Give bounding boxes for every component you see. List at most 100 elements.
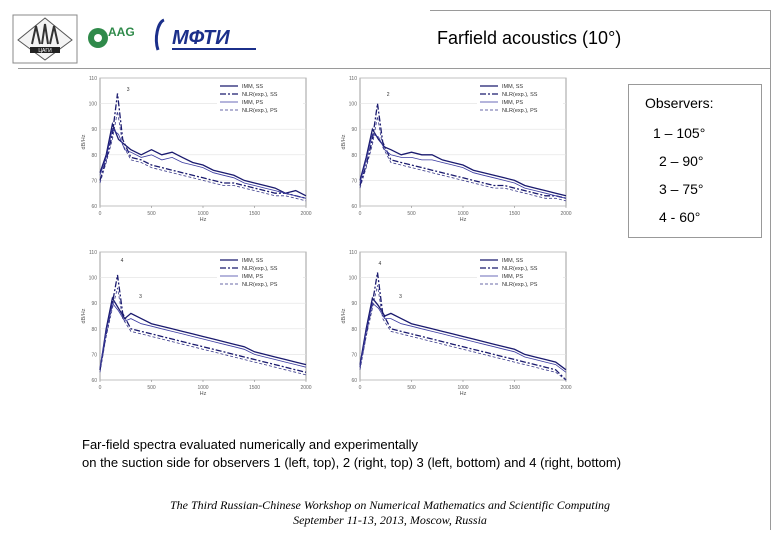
peak-annotation: 3 — [127, 87, 130, 93]
page-title: Farfield acoustics (10°) — [437, 28, 622, 48]
observer-item: 3 – 75° — [659, 181, 704, 197]
y-tick-label: 90 — [351, 301, 357, 307]
legend-entry: IMM, PS — [242, 274, 263, 280]
x-axis-label: Hz — [460, 391, 467, 397]
footer-line-1: The Third Russian-Chinese Workshop on Nu… — [169, 498, 611, 512]
tsagi-logo-text: ЦАГИ — [38, 48, 52, 54]
observers-header: Observers: — [645, 95, 714, 111]
y-tick-label: 110 — [349, 76, 357, 82]
mfti-logo: МФТИ — [150, 16, 262, 60]
y-axis-label: dB/Hz — [81, 308, 87, 323]
frame-right-line — [770, 10, 771, 530]
x-tick-label: 500 — [407, 385, 416, 391]
legend-entry: NLR(exp.), PS — [502, 282, 538, 288]
legend-entry: IMM, SS — [502, 84, 523, 90]
y-tick-label: 70 — [351, 352, 357, 358]
x-tick-label: 0 — [99, 211, 102, 217]
chart-observer-1: 60 70 80 90 100 110 0 500 1000 1500 2000 Hz dB/Hz 3 IM… — [81, 76, 312, 223]
chart-observer-4: 60 70 80 90 100 110 0 500 1000 1500 2000 Hz dB/Hz 4 3 I… — [341, 250, 572, 397]
peak-annotation: 3 — [399, 294, 402, 300]
y-axis-label: dB/Hz — [341, 134, 347, 149]
mfti-logo-text: МФТИ — [172, 27, 230, 49]
observer-item: 4 - 60° — [659, 209, 701, 225]
frame-top-line — [430, 10, 770, 11]
y-tick-label: 110 — [349, 250, 357, 256]
legend-entry: IMM, SS — [242, 84, 263, 90]
peak-annotation: 4 — [379, 261, 382, 267]
peak-annotation: 2 — [387, 92, 390, 98]
y-tick-label: 100 — [89, 276, 98, 282]
x-tick-label: 2000 — [300, 385, 311, 391]
series-line — [359, 285, 567, 381]
legend-entry: IMM, PS — [502, 274, 523, 280]
y-tick-label: 60 — [351, 204, 357, 210]
x-tick-label: 0 — [359, 211, 362, 217]
y-tick-label: 70 — [91, 352, 97, 358]
legend-entry: NLR(exp.), PS — [242, 108, 278, 114]
y-tick-label: 70 — [91, 178, 97, 184]
chart-observer-2: 60 70 80 90 100 110 0 500 1000 1500 2000 Hz dB/Hz 2 IM… — [341, 76, 572, 223]
y-tick-label: 60 — [91, 204, 97, 210]
series-line — [99, 111, 307, 202]
peak-annotation: 3 — [139, 294, 142, 300]
x-tick-label: 0 — [359, 385, 362, 391]
aag-logo: AAG — [86, 18, 136, 58]
legend-entry: NLR(exp.), PS — [502, 108, 538, 114]
header-divider — [18, 68, 770, 69]
legend-entry: IMM, PS — [242, 100, 263, 106]
aag-logo-text: AAG — [108, 25, 135, 39]
x-tick-label: 1500 — [509, 385, 520, 391]
observer-item: 1 – 105° — [653, 125, 706, 141]
x-tick-label: 2000 — [300, 211, 311, 217]
y-tick-label: 100 — [89, 102, 98, 108]
series-line — [99, 274, 307, 373]
legend-entry: NLR(exp.), SS — [502, 266, 538, 272]
y-tick-label: 90 — [91, 301, 97, 307]
observer-item: 2 – 90° — [659, 153, 704, 169]
y-tick-label: 100 — [349, 276, 358, 282]
footer-line-2: September 11-13, 2013, Moscow, Russia — [293, 513, 487, 527]
y-tick-label: 80 — [351, 327, 357, 333]
x-tick-label: 1000 — [457, 211, 468, 217]
x-tick-label: 1500 — [249, 385, 260, 391]
legend-entry: IMM, PS — [502, 100, 523, 106]
figure-caption: Far-field spectra evaluated numerically … — [82, 436, 621, 472]
x-tick-label: 500 — [147, 385, 156, 391]
y-tick-label: 60 — [351, 378, 357, 384]
series-line — [359, 116, 567, 202]
series-line — [359, 302, 567, 373]
x-tick-label: 2000 — [560, 385, 571, 391]
series-line — [359, 133, 567, 199]
legend-entry: IMM, SS — [502, 258, 523, 264]
observers-panel: Observers: 1 – 105° 2 – 90° 3 – 75° 4 - … — [628, 84, 762, 238]
y-tick-label: 80 — [351, 153, 357, 159]
series-line — [359, 272, 567, 381]
y-tick-label: 110 — [89, 76, 97, 82]
y-axis-label: dB/Hz — [81, 134, 87, 149]
series-line — [99, 296, 307, 370]
y-tick-label: 60 — [91, 378, 97, 384]
series-line — [99, 287, 307, 376]
x-tick-label: 1500 — [509, 211, 520, 217]
series-line — [99, 93, 307, 199]
x-tick-label: 0 — [99, 385, 102, 391]
x-tick-label: 1000 — [457, 385, 468, 391]
legend-entry: IMM, SS — [242, 258, 263, 264]
y-axis-label: dB/Hz — [341, 308, 347, 323]
x-tick-label: 500 — [147, 211, 156, 217]
y-tick-label: 90 — [91, 127, 97, 133]
caption-line-1: Far-field spectra evaluated numerically … — [82, 437, 418, 452]
y-tick-label: 90 — [351, 127, 357, 133]
legend-entry: NLR(exp.), SS — [242, 266, 278, 272]
x-tick-label: 1500 — [249, 211, 260, 217]
y-tick-label: 70 — [351, 178, 357, 184]
legend-entry: NLR(exp.), SS — [242, 92, 278, 98]
y-tick-label: 110 — [89, 250, 97, 256]
tsagi-logo: ЦАГИ — [12, 14, 78, 64]
caption-line-2: on the suction side for observers 1 (lef… — [82, 455, 622, 470]
legend-entry: NLR(exp.), PS — [242, 282, 278, 288]
y-tick-label: 80 — [91, 153, 97, 159]
x-axis-label: Hz — [200, 391, 207, 397]
x-axis-label: Hz — [460, 217, 467, 223]
chart-observer-3: 60 70 80 90 100 110 0 500 1000 1500 2000 Hz dB/Hz 4 3 I… — [81, 250, 312, 397]
